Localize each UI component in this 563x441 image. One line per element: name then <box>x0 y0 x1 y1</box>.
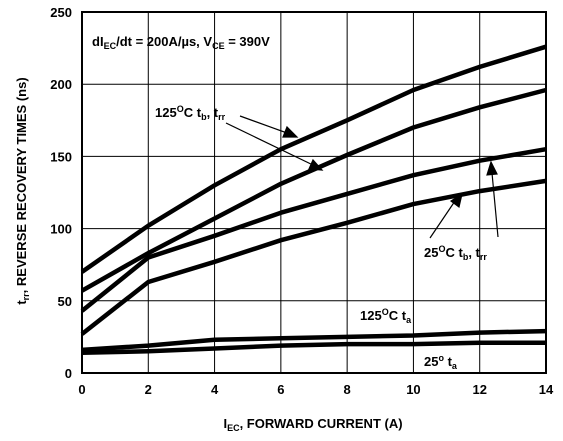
x-tick-label: 2 <box>145 382 152 397</box>
x-tick-label: 4 <box>211 382 219 397</box>
plot-frame <box>81 11 547 374</box>
y-tick-label: 200 <box>50 77 72 92</box>
series-line-25c-tb <box>80 178 547 336</box>
arrow-25-tb <box>429 200 456 239</box>
x-tick-label: 12 <box>472 382 486 397</box>
condition-annotation: dIEC/dt = 200A/µs, VCE = 390V <box>92 34 270 51</box>
x-axis-label: IEC, FORWARD CURRENT (A) <box>223 416 402 433</box>
x-tick-label: 6 <box>277 382 284 397</box>
arrow-125-tb <box>225 122 316 167</box>
series-line-25c-trr <box>80 146 547 313</box>
arrowhead-125-tb <box>308 158 324 171</box>
y-tick-label: 150 <box>50 149 72 164</box>
y-tick-label: 250 <box>50 5 72 20</box>
series-line-125c-ta <box>81 328 547 353</box>
tick-labels: 0 2 4 6 8 10 12 14 0 50 100 150 200 250 <box>50 5 554 397</box>
series-line-25c-ta <box>81 340 546 356</box>
label-25-tb-trr: 25OC tb, trr <box>424 244 487 262</box>
arrowhead-25-trr <box>486 160 498 176</box>
x-tick-label: 14 <box>539 382 554 397</box>
arrow-125-trr <box>239 115 288 134</box>
x-tick-label: 8 <box>344 382 351 397</box>
arrowhead-125-trr <box>282 125 299 138</box>
y-axis-label: trr, REVERSE RECOVERY TIMES (ns) <box>14 77 31 304</box>
x-tick-label: 10 <box>406 382 420 397</box>
label-125-ta: 125OC ta <box>360 307 412 325</box>
arrow-25-trr <box>491 172 499 238</box>
y-tick-label: 50 <box>58 294 72 309</box>
label-25-ta: 25o ta <box>424 353 458 371</box>
y-tick-label: 100 <box>50 222 72 237</box>
arrowhead-25-tb <box>449 192 463 209</box>
label-125-tb-trr: 125OC tb, trr <box>155 104 226 122</box>
leader-arrows <box>225 115 499 239</box>
x-tick-label: 0 <box>78 382 85 397</box>
y-tick-label: 0 <box>65 366 72 381</box>
series-lines <box>80 44 547 356</box>
